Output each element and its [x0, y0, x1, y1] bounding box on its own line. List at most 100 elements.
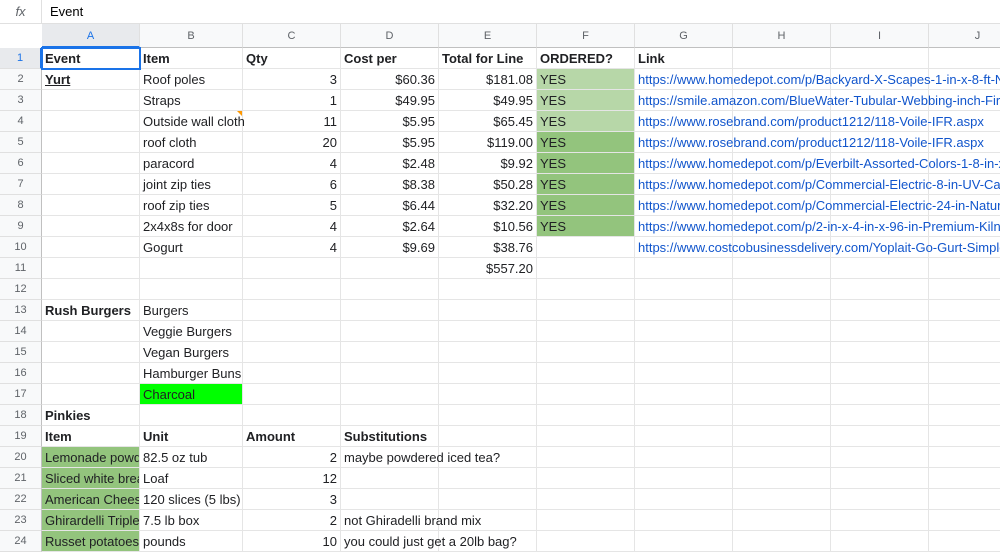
cell-D15[interactable]	[341, 342, 439, 363]
row-header-3[interactable]: 3	[0, 90, 42, 111]
cell-E14[interactable]	[439, 321, 537, 342]
cell-F20[interactable]	[537, 447, 635, 468]
cell-G24[interactable]	[635, 531, 733, 552]
cell-E11[interactable]: $557.20	[439, 258, 537, 279]
cell-B15[interactable]: Vegan Burgers	[140, 342, 243, 363]
cell-J18[interactable]	[929, 405, 1000, 426]
cell-F11[interactable]	[537, 258, 635, 279]
cell-C11[interactable]	[243, 258, 341, 279]
cell-I23[interactable]	[831, 510, 929, 531]
select-all-corner[interactable]	[0, 24, 42, 48]
cell-I22[interactable]	[831, 489, 929, 510]
row-header-10[interactable]: 10	[0, 237, 42, 258]
cell-A22[interactable]: American Chees	[42, 489, 140, 510]
cell-C10[interactable]: 4	[243, 237, 341, 258]
cell-J19[interactable]	[929, 426, 1000, 447]
cell-I12[interactable]	[831, 279, 929, 300]
row-header-22[interactable]: 22	[0, 489, 42, 510]
cell-G10[interactable]: https://www.costcobusinessdelivery.com/Y…	[635, 237, 733, 258]
cell-E21[interactable]	[439, 468, 537, 489]
cell-C14[interactable]	[243, 321, 341, 342]
formula-input[interactable]	[42, 0, 1000, 23]
cell-D13[interactable]	[341, 300, 439, 321]
cell-E19[interactable]	[439, 426, 537, 447]
cell-E9[interactable]: $10.56	[439, 216, 537, 237]
cell-C6[interactable]: 4	[243, 153, 341, 174]
cell-A12[interactable]	[42, 279, 140, 300]
cell-A19[interactable]: Item	[42, 426, 140, 447]
cell-H24[interactable]	[733, 531, 831, 552]
cell-B1[interactable]: Item	[140, 48, 243, 69]
cell-G6[interactable]: https://www.homedepot.com/p/Everbilt-Ass…	[635, 153, 733, 174]
cell-H12[interactable]	[733, 279, 831, 300]
cell-E13[interactable]	[439, 300, 537, 321]
cell-D2[interactable]: $60.36	[341, 69, 439, 90]
cell-J13[interactable]	[929, 300, 1000, 321]
cell-F2[interactable]: YES	[537, 69, 635, 90]
col-header-H[interactable]: H	[733, 24, 831, 48]
spreadsheet-grid[interactable]: ABCDEFGHIJ1EventItemQtyCost perTotal for…	[0, 24, 1000, 552]
cell-J23[interactable]	[929, 510, 1000, 531]
cell-D24[interactable]: you could just get a 20lb bag?	[341, 531, 439, 552]
cell-H15[interactable]	[733, 342, 831, 363]
cell-G9[interactable]: https://www.homedepot.com/p/2-in-x-4-in-…	[635, 216, 733, 237]
cell-G1[interactable]: Link	[635, 48, 733, 69]
row-header-23[interactable]: 23	[0, 510, 42, 531]
cell-G17[interactable]	[635, 384, 733, 405]
cell-A10[interactable]	[42, 237, 140, 258]
cell-F1[interactable]: ORDERED?	[537, 48, 635, 69]
cell-D22[interactable]	[341, 489, 439, 510]
cell-F14[interactable]	[537, 321, 635, 342]
cell-E17[interactable]	[439, 384, 537, 405]
cell-A21[interactable]: Sliced white brea	[42, 468, 140, 489]
row-header-18[interactable]: 18	[0, 405, 42, 426]
col-header-B[interactable]: B	[140, 24, 243, 48]
cell-J17[interactable]	[929, 384, 1000, 405]
cell-J14[interactable]	[929, 321, 1000, 342]
cell-G11[interactable]	[635, 258, 733, 279]
cell-A9[interactable]	[42, 216, 140, 237]
cell-H22[interactable]	[733, 489, 831, 510]
cell-E6[interactable]: $9.92	[439, 153, 537, 174]
cell-F5[interactable]: YES	[537, 132, 635, 153]
cell-C2[interactable]: 3	[243, 69, 341, 90]
cell-I21[interactable]	[831, 468, 929, 489]
cell-I17[interactable]	[831, 384, 929, 405]
cell-H18[interactable]	[733, 405, 831, 426]
cell-B22[interactable]: 120 slices (5 lbs)	[140, 489, 243, 510]
cell-F10[interactable]	[537, 237, 635, 258]
cell-F8[interactable]: YES	[537, 195, 635, 216]
cell-G22[interactable]	[635, 489, 733, 510]
cell-E18[interactable]	[439, 405, 537, 426]
cell-C24[interactable]: 10	[243, 531, 341, 552]
cell-A15[interactable]	[42, 342, 140, 363]
cell-F4[interactable]: YES	[537, 111, 635, 132]
col-header-G[interactable]: G	[635, 24, 733, 48]
cell-A6[interactable]	[42, 153, 140, 174]
cell-D17[interactable]	[341, 384, 439, 405]
cell-D4[interactable]: $5.95	[341, 111, 439, 132]
cell-D6[interactable]: $2.48	[341, 153, 439, 174]
cell-H17[interactable]	[733, 384, 831, 405]
cell-F19[interactable]	[537, 426, 635, 447]
cell-B12[interactable]	[140, 279, 243, 300]
cell-D11[interactable]	[341, 258, 439, 279]
cell-J20[interactable]	[929, 447, 1000, 468]
cell-H13[interactable]	[733, 300, 831, 321]
cell-A14[interactable]	[42, 321, 140, 342]
cell-C7[interactable]: 6	[243, 174, 341, 195]
cell-A7[interactable]	[42, 174, 140, 195]
cell-I14[interactable]	[831, 321, 929, 342]
cell-D9[interactable]: $2.64	[341, 216, 439, 237]
cell-G2[interactable]: https://www.homedepot.com/p/Backyard-X-S…	[635, 69, 733, 90]
cell-C19[interactable]: Amount	[243, 426, 341, 447]
cell-B6[interactable]: paracord	[140, 153, 243, 174]
row-header-7[interactable]: 7	[0, 174, 42, 195]
col-header-E[interactable]: E	[439, 24, 537, 48]
cell-G3[interactable]: https://smile.amazon.com/BlueWater-Tubul…	[635, 90, 733, 111]
cell-C18[interactable]	[243, 405, 341, 426]
cell-C12[interactable]	[243, 279, 341, 300]
row-header-12[interactable]: 12	[0, 279, 42, 300]
cell-E7[interactable]: $50.28	[439, 174, 537, 195]
cell-D8[interactable]: $6.44	[341, 195, 439, 216]
